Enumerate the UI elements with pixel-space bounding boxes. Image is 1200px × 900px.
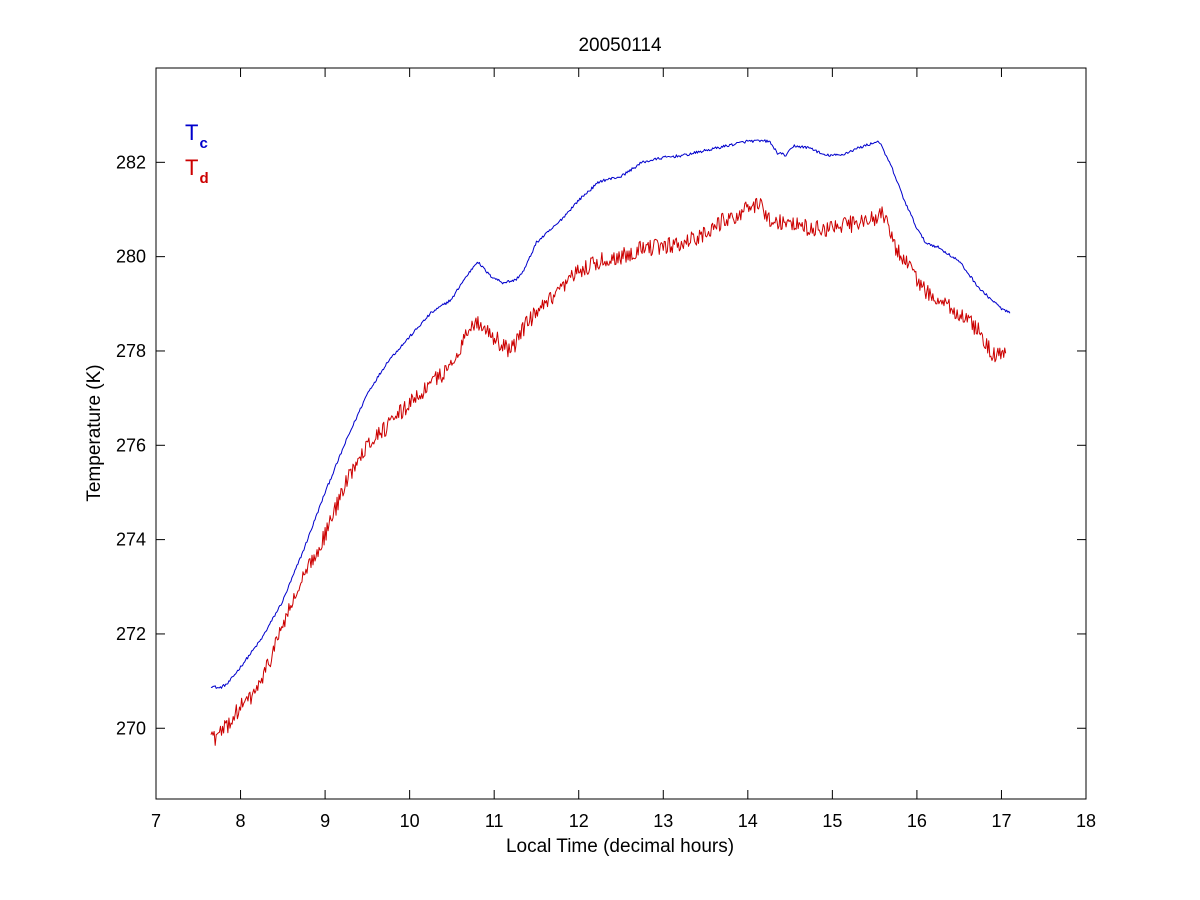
y-axis: 270 272 274 276 278 280 282 bbox=[116, 152, 1086, 738]
x-tick-label: 16 bbox=[907, 811, 927, 831]
legend-entry-tc: Tc bbox=[185, 120, 208, 152]
x-tick-label: 18 bbox=[1076, 811, 1096, 831]
y-tick-label: 282 bbox=[116, 152, 146, 172]
plot-area: 7 8 9 10 11 12 13 14 15 16 17 18 270 272 274 276 278 280… bbox=[116, 67, 1096, 831]
y-tick-label: 280 bbox=[116, 247, 146, 267]
y-tick-label: 274 bbox=[116, 530, 146, 550]
series-layer bbox=[210, 139, 1011, 746]
plot-frame bbox=[155, 67, 1087, 800]
y-tick-label: 278 bbox=[116, 341, 146, 361]
x-tick-label: 9 bbox=[320, 811, 330, 831]
y-axis-label: Temperature (K) bbox=[84, 364, 105, 501]
chart-title: 20050114 bbox=[578, 35, 662, 56]
x-tick-label: 12 bbox=[569, 811, 589, 831]
x-tick-label: 8 bbox=[236, 811, 246, 831]
series-line-td bbox=[210, 197, 1007, 746]
x-axis: 7 8 9 10 11 12 13 14 15 16 17 18 bbox=[151, 68, 1096, 831]
x-tick-label: 15 bbox=[822, 811, 842, 831]
x-tick-label: 11 bbox=[485, 811, 504, 831]
x-tick-label: 7 bbox=[151, 811, 161, 831]
x-tick-label: 17 bbox=[991, 811, 1011, 831]
y-tick-label: 270 bbox=[116, 718, 146, 738]
series-line-tc bbox=[210, 139, 1011, 689]
x-tick-label: 13 bbox=[653, 811, 673, 831]
legend-entry-td: Td bbox=[185, 155, 209, 187]
y-tick-label: 272 bbox=[116, 624, 146, 644]
x-tick-label: 14 bbox=[738, 811, 758, 831]
y-tick-label: 276 bbox=[116, 435, 146, 455]
x-tick-label: 10 bbox=[400, 811, 420, 831]
x-axis-label: Local Time (decimal hours) bbox=[506, 836, 734, 857]
